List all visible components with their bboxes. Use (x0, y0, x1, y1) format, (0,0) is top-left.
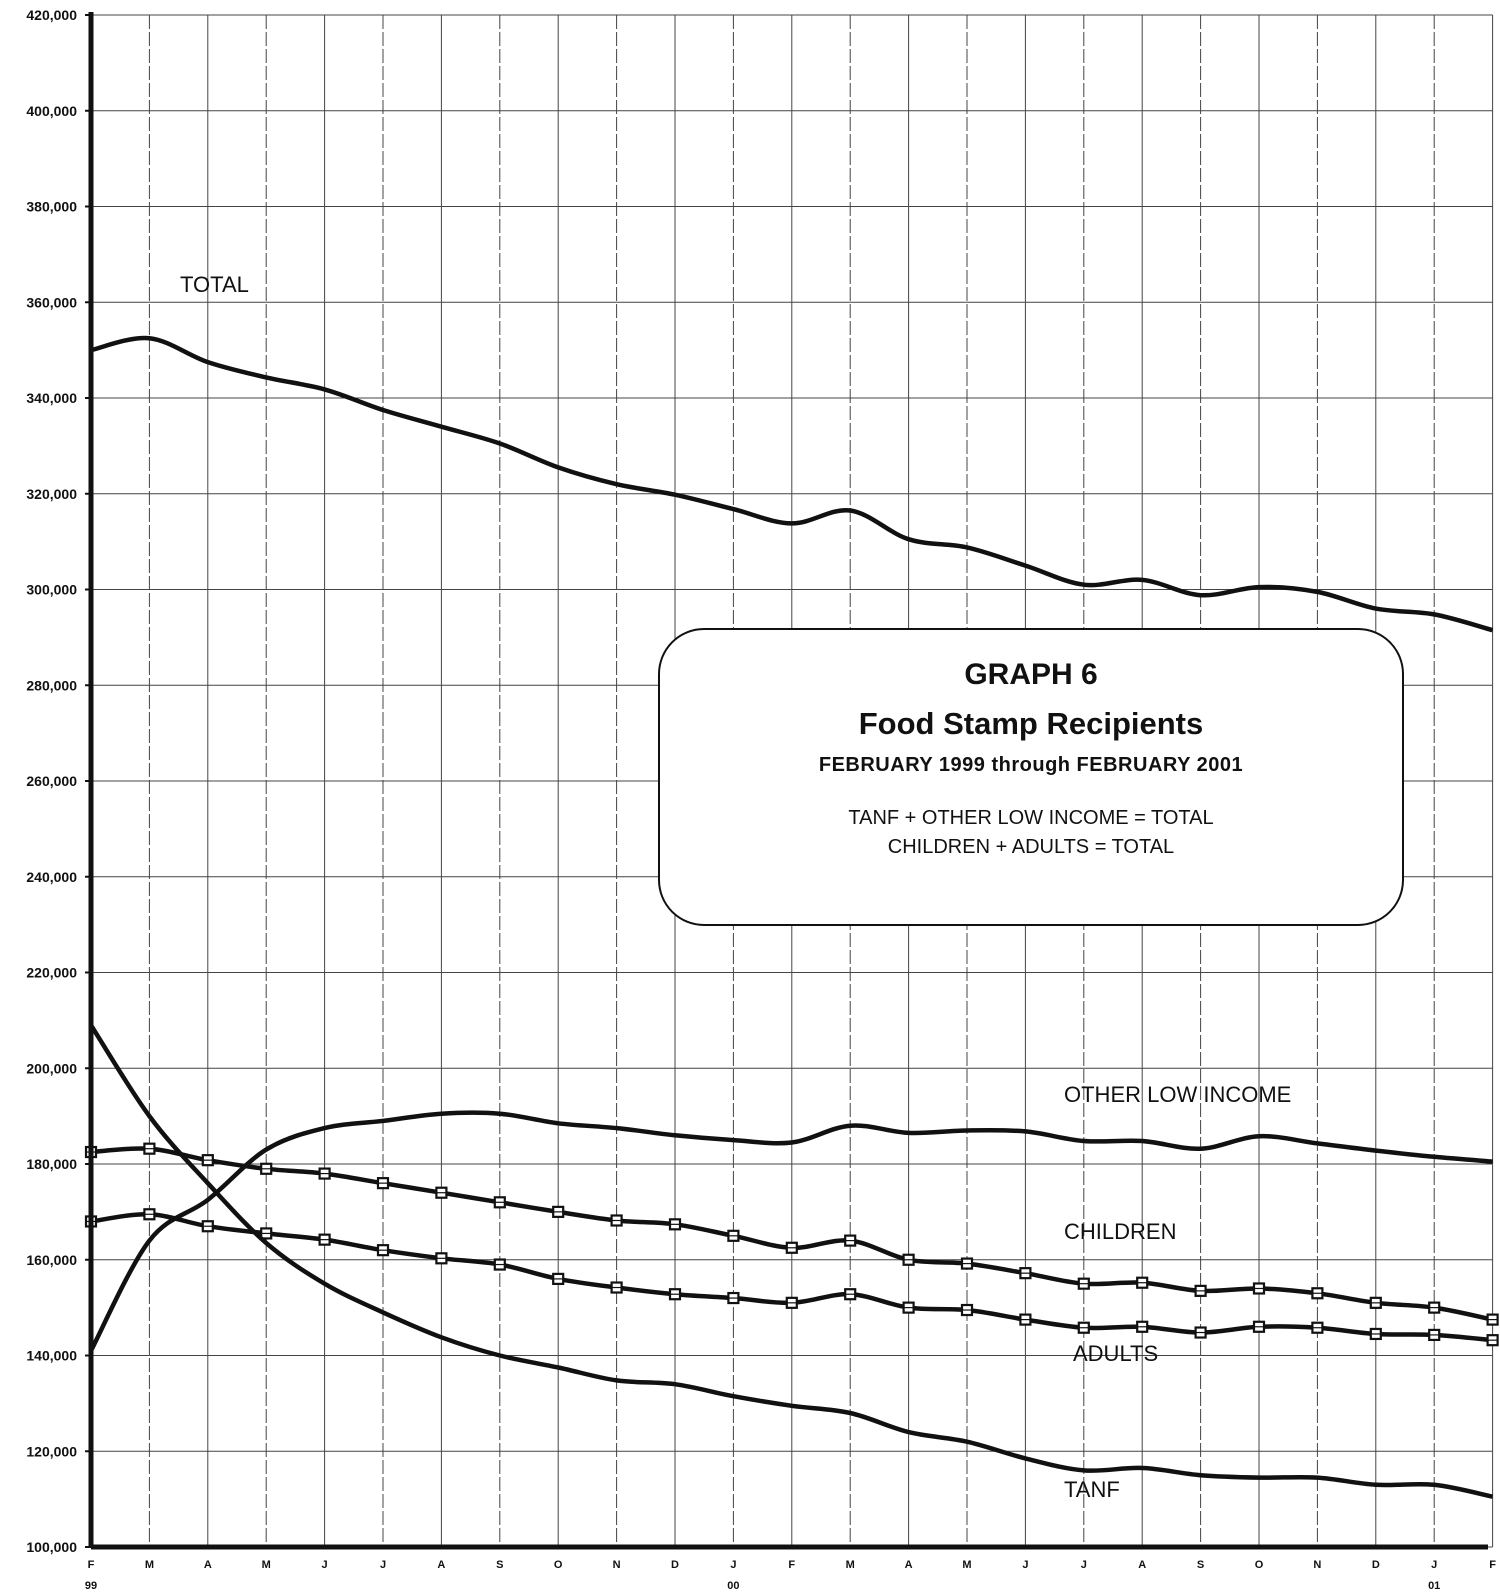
x-tick-label: S (1197, 1559, 1204, 1571)
x-tick-label: J (322, 1559, 328, 1571)
x-tick-label: J (1081, 1559, 1087, 1571)
x-tick-label: F (788, 1559, 795, 1571)
series-labels: TOTAL OTHER LOW INCOME CHILDREN ADULTS TANF (180, 272, 1291, 1502)
x-tick-label: A (1138, 1559, 1146, 1571)
x-tick-label: M (262, 1559, 271, 1571)
x-tick-label: O (554, 1559, 563, 1571)
y-tick-label: 280,000 (26, 677, 77, 693)
y-tick-label: 360,000 (26, 294, 77, 310)
x-year-label: 00 (727, 1580, 739, 1592)
x-tick-label: M (962, 1559, 971, 1571)
x-year-label: 99 (85, 1580, 97, 1592)
x-tick-label: J (380, 1559, 386, 1571)
y-tick-label: 240,000 (26, 869, 77, 885)
y-tick-label: 100,000 (26, 1539, 77, 1555)
x-tick-label: N (1313, 1559, 1321, 1571)
x-year-label: 01 (1428, 1580, 1440, 1592)
series-line-tanf (89, 1023, 1494, 1499)
chart-period: FEBRUARY 1999 through FEBRUARY 2001 (818, 754, 1244, 776)
y-tick-label: 260,000 (26, 773, 77, 789)
x-tick-label: A (437, 1559, 445, 1571)
x-tick-label: N (613, 1559, 621, 1571)
x-tick-label: J (730, 1559, 736, 1571)
x-tick-label: S (496, 1559, 503, 1571)
series-label-adults: ADULTS (1073, 1341, 1158, 1366)
chart-subtitle: Food Stamp Recipients (858, 706, 1204, 741)
series-label-tanf: TANF (1064, 1477, 1120, 1502)
y-tick-label: 420,000 (26, 7, 77, 23)
x-tick-label: O (1255, 1559, 1264, 1571)
y-tick-label: 340,000 (26, 390, 77, 406)
y-axis-ticks: 100,000 120,000 140,000 160,000 180,000 200,0… (26, 7, 91, 1555)
series-lines (84, 335, 1499, 1499)
series-label-children: CHILDREN (1064, 1219, 1176, 1244)
y-tick-label: 380,000 (26, 199, 77, 215)
x-tick-label: D (671, 1559, 679, 1571)
series-label-other-low-income: OTHER LOW INCOME (1064, 1082, 1291, 1107)
series-line-other-low-income (89, 1110, 1493, 1352)
x-tick-label: A (905, 1559, 913, 1571)
x-tick-label: F (1489, 1559, 1496, 1571)
y-tick-label: 120,000 (26, 1443, 77, 1459)
chart-title-box: GRAPH 6 Food Stamp Recipients FEBRUARY 1… (658, 628, 1404, 926)
series-label-total: TOTAL (180, 272, 249, 297)
chart-note-children: CHILDREN + ADULTS = TOTAL (887, 836, 1175, 858)
y-tick-label: 160,000 (26, 1252, 77, 1268)
chart-title: GRAPH 6 (964, 658, 1098, 691)
x-axis-ticks: F M A M J J A S O N D J F M A M J J A S O N D J F 99 00 01 (85, 1559, 1496, 1592)
x-tick-label: M (145, 1559, 154, 1571)
x-tick-label: J (1431, 1559, 1437, 1571)
x-tick-label: M (846, 1559, 855, 1571)
x-tick-label: D (1372, 1559, 1380, 1571)
x-tick-label: A (204, 1559, 212, 1571)
y-tick-label: 320,000 (26, 486, 77, 502)
y-tick-label: 400,000 (26, 103, 77, 119)
chart-note-tanf: TANF + OTHER LOW INCOME = TOTAL (848, 807, 1214, 829)
x-tick-label: F (88, 1559, 95, 1571)
y-tick-label: 180,000 (26, 1156, 77, 1172)
series-line-total (90, 335, 1494, 633)
y-tick-label: 200,000 (26, 1060, 77, 1076)
x-tick-label: J (1022, 1559, 1028, 1571)
y-tick-label: 140,000 (26, 1348, 77, 1364)
y-tick-label: 220,000 (26, 965, 77, 981)
y-tick-label: 300,000 (26, 582, 77, 598)
